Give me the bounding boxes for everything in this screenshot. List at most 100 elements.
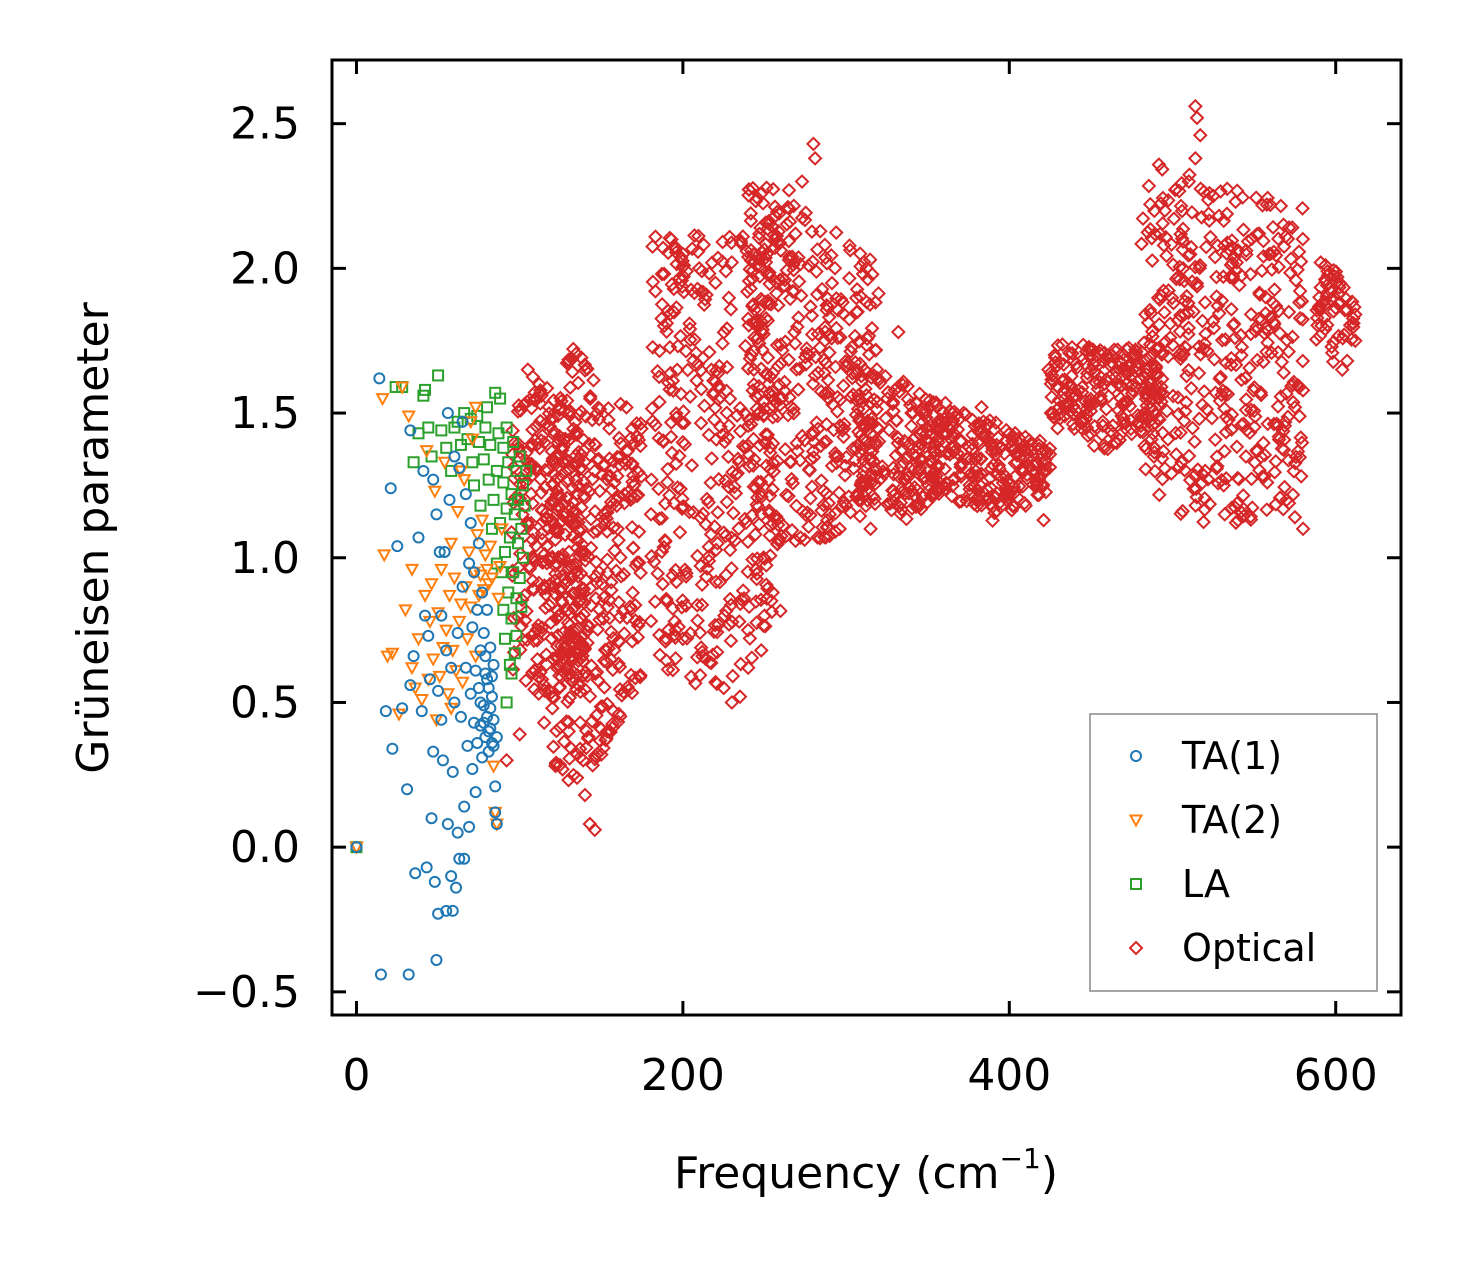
data-point-optical bbox=[1195, 313, 1210, 329]
data-point-optical bbox=[1042, 441, 1058, 456]
data-point-optical bbox=[602, 723, 617, 739]
data-point-optical bbox=[1075, 351, 1091, 367]
data-point-ta-1- bbox=[419, 609, 432, 622]
data-point-optical bbox=[832, 418, 848, 433]
data-point-optical bbox=[965, 412, 981, 428]
data-point-optical bbox=[539, 504, 555, 520]
data-point-optical bbox=[643, 472, 659, 488]
data-point-optical bbox=[918, 420, 934, 436]
data-point-la bbox=[440, 441, 453, 454]
data-point-optical bbox=[549, 611, 564, 627]
data-point-optical bbox=[1258, 289, 1273, 305]
data-point-optical bbox=[680, 362, 696, 378]
data-point-optical bbox=[851, 413, 867, 429]
data-point-optical bbox=[562, 617, 578, 633]
data-point-ta-1- bbox=[458, 852, 471, 865]
data-point-optical bbox=[1147, 463, 1163, 479]
data-point-optical bbox=[1201, 213, 1217, 229]
data-point-optical bbox=[1128, 342, 1143, 358]
data-point-optical bbox=[1095, 414, 1111, 430]
data-point-optical bbox=[1157, 305, 1172, 320]
data-point-optical bbox=[891, 498, 907, 514]
data-point-optical bbox=[693, 640, 709, 656]
data-point-optical bbox=[1162, 316, 1178, 332]
x-axis-label-close: ) bbox=[1041, 1148, 1058, 1199]
data-point-optical bbox=[1232, 277, 1247, 293]
data-point-optical bbox=[744, 298, 760, 314]
data-point-optical bbox=[1260, 190, 1276, 206]
data-point-optical bbox=[536, 715, 552, 731]
data-point-optical bbox=[871, 372, 887, 387]
data-point-optical bbox=[561, 406, 576, 422]
data-point-optical bbox=[1218, 424, 1234, 440]
data-point-optical bbox=[732, 596, 748, 612]
legend-label: TA(2) bbox=[1181, 798, 1282, 842]
data-point-ta-2- bbox=[491, 592, 506, 606]
data-point-optical bbox=[1096, 440, 1112, 456]
data-point-optical bbox=[581, 618, 597, 634]
data-point-optical bbox=[749, 615, 765, 631]
data-point-optical bbox=[687, 332, 702, 347]
data-point-ta-2- bbox=[375, 393, 390, 407]
data-point-optical bbox=[871, 434, 887, 449]
data-point-la bbox=[432, 369, 445, 382]
data-point-optical bbox=[716, 525, 732, 541]
data-point-optical bbox=[724, 530, 740, 546]
data-point-optical bbox=[1223, 301, 1239, 317]
data-point-optical bbox=[512, 444, 528, 460]
data-point-optical bbox=[538, 600, 553, 616]
data-point-ta-2- bbox=[453, 598, 469, 612]
data-point-optical bbox=[1087, 395, 1103, 411]
data-point-optical bbox=[874, 459, 890, 475]
data-point-optical bbox=[930, 457, 946, 473]
data-point-optical bbox=[693, 362, 709, 378]
data-point-ta-1- bbox=[453, 852, 466, 865]
data-point-optical bbox=[611, 430, 627, 446]
data-point-optical bbox=[1326, 334, 1341, 350]
data-point-optical bbox=[576, 607, 592, 622]
data-point-ta-1- bbox=[445, 870, 458, 883]
data-point-optical bbox=[848, 290, 864, 306]
data-point-ta-1- bbox=[463, 557, 476, 570]
data-point-optical bbox=[1140, 315, 1156, 331]
data-point-la bbox=[494, 392, 507, 405]
data-point-optical bbox=[743, 281, 758, 296]
data-point-optical bbox=[1187, 150, 1203, 166]
data-point-optical bbox=[721, 617, 737, 632]
data-point-optical bbox=[886, 403, 901, 419]
data-point-ta-2- bbox=[411, 633, 426, 647]
data-point-optical bbox=[1228, 194, 1244, 210]
data-point-la bbox=[505, 612, 518, 625]
data-point-optical bbox=[1277, 479, 1292, 495]
data-point-optical bbox=[602, 592, 617, 608]
data-point-optical bbox=[1295, 353, 1311, 369]
data-point-optical bbox=[1295, 521, 1311, 537]
data-point-optical bbox=[828, 225, 844, 240]
data-point-ta-1- bbox=[485, 670, 498, 683]
data-point-optical bbox=[537, 683, 552, 699]
data-point-optical bbox=[669, 362, 685, 378]
data-point-optical bbox=[781, 233, 797, 249]
data-point-optical bbox=[1193, 346, 1209, 362]
data-point-optical bbox=[725, 668, 741, 684]
data-point-ta-1- bbox=[373, 372, 386, 385]
data-point-optical bbox=[632, 669, 648, 685]
data-point-optical bbox=[760, 350, 776, 366]
data-point-optical bbox=[1036, 512, 1051, 528]
data-point-optical bbox=[570, 595, 586, 611]
data-point-optical bbox=[1038, 461, 1054, 477]
data-point-optical bbox=[850, 388, 866, 403]
data-point-optical bbox=[1142, 221, 1158, 237]
data-point-optical bbox=[936, 411, 952, 427]
data-point-optical bbox=[598, 654, 614, 670]
data-point-optical bbox=[665, 373, 681, 389]
data-point-optical bbox=[1114, 346, 1130, 362]
series-ta-1- bbox=[350, 372, 503, 981]
data-point-optical bbox=[538, 647, 554, 663]
data-point-optical bbox=[1196, 341, 1212, 357]
data-point-ta-1- bbox=[477, 716, 490, 729]
data-point-optical bbox=[956, 405, 972, 421]
data-point-optical bbox=[691, 260, 707, 276]
data-point-la bbox=[435, 424, 448, 437]
data-point-la bbox=[484, 438, 497, 451]
